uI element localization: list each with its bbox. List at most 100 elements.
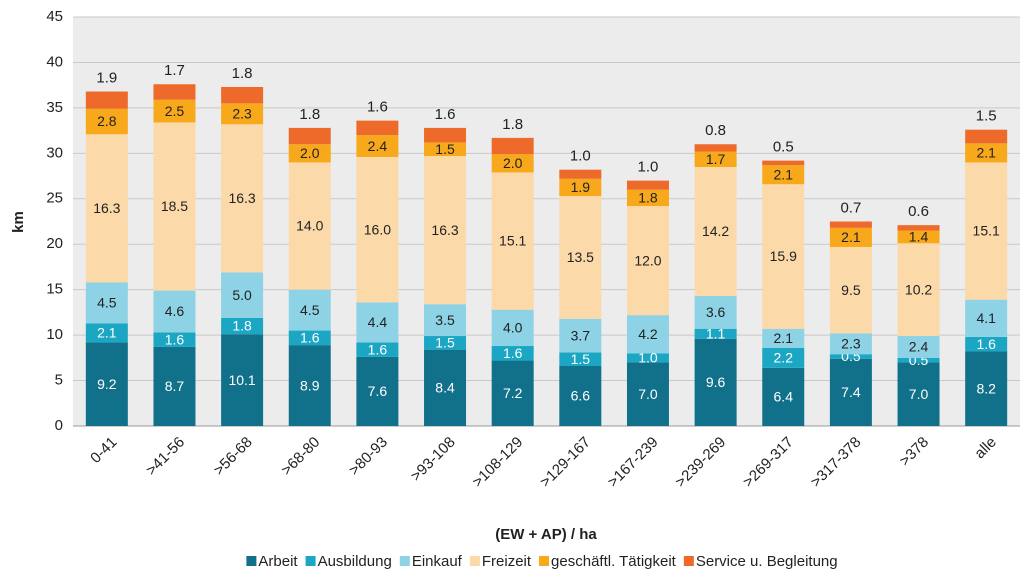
data-label: 1.6 [367,99,388,116]
bar-segment [153,99,196,123]
x-tick-label: >93-108 [407,434,458,485]
y-tick-label: 5 [55,372,63,389]
data-label: 2.4 [909,339,929,355]
data-label: 15.1 [973,223,1000,239]
bar-segment [153,290,196,333]
bar-segment [85,323,128,343]
data-label: 1.6 [165,331,185,347]
x-tick-label: >317-378 [807,434,864,491]
data-label: 16.3 [431,222,458,238]
bar-segment [559,352,602,367]
data-label: 15.1 [499,233,526,249]
plot-area [73,17,1020,426]
x-tick-label: >167-239 [604,434,661,491]
data-label: 2.1 [841,229,861,245]
data-label: 1.6 [368,341,388,357]
x-tick-label: >80-93 [346,434,391,479]
x-tick-label: >239-269 [672,434,729,491]
data-label: 1.9 [571,179,591,195]
data-label: 2.8 [97,113,117,129]
data-label: 1.6 [300,330,320,346]
data-label: 8.2 [976,380,996,396]
y-tick-label: 35 [46,99,63,116]
data-label: 4.5 [300,302,320,318]
data-label: 2.2 [774,350,794,366]
y-tick-label: 15 [46,281,63,298]
bar-segment [965,129,1008,144]
bar-segment [288,345,331,426]
bar-segment [221,317,264,335]
data-label: 1.0 [570,148,591,165]
data-label: 0.7 [840,199,861,216]
legend-label: Arbeit [258,553,298,570]
bar-segment [897,243,940,337]
x-tick-label: >41-56 [143,434,188,479]
data-label: 1.8 [638,190,658,206]
data-label: 1.8 [232,65,253,82]
bar-segment [288,162,331,290]
data-label: 16.3 [228,190,255,206]
data-label: 2.3 [841,335,861,351]
bar-segment [694,338,737,426]
data-label: 16.3 [93,200,120,216]
bar-segment [491,172,534,310]
data-label: 9.2 [97,376,117,392]
legend-swatch [305,556,316,566]
legend-swatch [399,556,410,566]
bar-segment [965,299,1008,337]
data-label: 2.1 [97,325,117,341]
bar-segment [829,333,872,355]
bar-segment [694,144,737,152]
data-label: 1.6 [503,345,523,361]
bar-segment [559,318,602,353]
bar-segment [424,349,467,426]
bar-segment [626,189,669,207]
bar-segment [559,366,602,426]
bar-segment [221,334,264,426]
data-label: 7.4 [841,384,861,400]
bar-segment [424,127,467,143]
legend: Arbeit Ausbildung Einkauf Freizeit geschäftl… [246,553,838,570]
bar-segment [221,103,264,125]
bar-segment [897,225,940,231]
data-label: 4.5 [97,295,117,311]
bar-segment [491,360,534,426]
bar-segment [897,336,940,358]
x-tick-label: 0-41 [87,434,120,467]
bar-segment [897,230,940,244]
data-label: 1.8 [502,116,523,133]
y-tick-label: 20 [46,235,63,252]
bar-segment [762,347,805,368]
legend-swatch [539,556,550,566]
y-tick-label: 10 [46,326,63,343]
bar-segment [221,124,264,273]
bar-segment [85,134,128,283]
bar-segment [356,156,399,303]
bar-segment [965,143,1008,163]
data-label: 3.5 [435,312,455,328]
bar-segment [965,336,1008,352]
bar-segment [288,330,331,346]
bar-segment [694,296,737,329]
data-label: 3.7 [571,327,591,343]
data-label: 10.2 [905,281,932,297]
bar-segment [491,137,534,155]
y-tick-label: 30 [46,144,63,161]
data-label: 1.6 [976,336,996,352]
legend-label: Freizeit [482,553,532,570]
data-label: 10.1 [228,372,255,388]
x-tick-label: >378 [896,434,932,470]
data-label: 8.9 [300,377,320,393]
bar-segment [626,353,669,363]
bar-segment [356,120,399,136]
bar-segment [829,227,872,247]
bar-segment [694,151,737,167]
bar-segment [626,362,669,426]
legend-label: geschäftl. Tätigkeit [551,553,677,570]
data-label: 16.0 [364,221,391,237]
bar-segment [288,289,331,331]
bar-segment [491,309,534,347]
data-label: 5.0 [232,287,252,303]
data-label: 2.0 [300,145,320,161]
